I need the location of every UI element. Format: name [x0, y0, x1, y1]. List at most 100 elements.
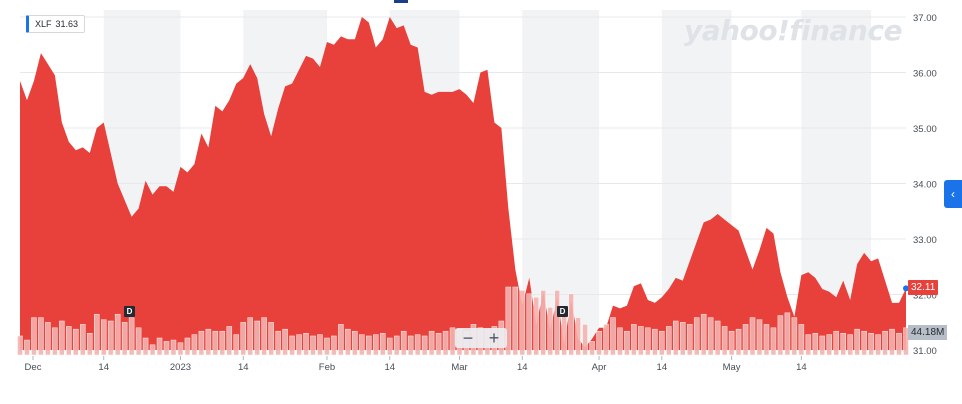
volume-bar [261, 317, 267, 356]
volume-bar [582, 324, 588, 356]
y-tick-label: 32.00 [913, 291, 937, 302]
volume-bar [875, 334, 881, 356]
range-marker [394, 0, 408, 3]
zoom-control: − + [455, 328, 507, 348]
volume-bar [296, 334, 302, 356]
volume-bar [686, 324, 693, 356]
volume-bar [847, 334, 853, 356]
volume-bar [840, 332, 846, 356]
volume-bar [659, 330, 665, 356]
volume-bar [407, 335, 414, 356]
volume-bar [114, 313, 121, 356]
volume-bar [896, 332, 902, 356]
volume-bar [198, 330, 205, 356]
x-tick-label: Dec [25, 362, 42, 373]
volume-bar [38, 317, 44, 356]
volume-bar [100, 319, 107, 356]
volume-bar [177, 342, 184, 356]
volume-bar [596, 330, 602, 356]
volume-bar [268, 322, 274, 356]
volume-bar [156, 337, 163, 356]
volume-bar [882, 330, 888, 356]
volume-bar [275, 330, 281, 356]
y-tick-label: 37.00 [913, 13, 937, 24]
volume-bar [826, 334, 833, 356]
volume-bar [533, 296, 540, 356]
volume-bar [721, 326, 728, 356]
volume-bar [805, 334, 812, 356]
zoom-out-button[interactable]: − [462, 328, 474, 348]
volume-bar [742, 324, 749, 356]
volume-bar [87, 332, 93, 356]
volume-bar [142, 337, 149, 356]
volume-bar [540, 290, 546, 356]
volume-bar [219, 330, 226, 356]
volume-bar [421, 335, 428, 356]
price-area [20, 17, 906, 350]
volume-bar [121, 322, 128, 356]
x-tick-label: 14 [238, 362, 249, 373]
volume-bar [59, 320, 65, 356]
volume-bar [435, 332, 442, 356]
volume-bar [31, 317, 37, 356]
x-tick-label: Feb [319, 362, 335, 373]
dividend-marker[interactable]: D [557, 306, 568, 317]
volume-bar [624, 330, 630, 356]
volume-bar [254, 320, 260, 356]
yahoo-finance-logo: yahoo!finance [684, 14, 902, 47]
x-tick-label: Mar [451, 362, 467, 373]
volume-bar [749, 317, 756, 356]
volume-bar [568, 293, 574, 356]
volume-bar [191, 334, 198, 356]
volume-bar [526, 293, 533, 356]
volume-bar [386, 337, 393, 356]
volume-bar [589, 341, 595, 356]
x-tick-label: 14 [796, 362, 807, 373]
volume-bar [93, 313, 100, 356]
volume-bar [575, 317, 581, 356]
legend-value: 31.63 [55, 19, 79, 29]
volume-bar [819, 335, 826, 356]
volume-bar [282, 328, 288, 356]
expand-panel-button[interactable]: ‹ [944, 180, 962, 208]
volume-bar [240, 322, 246, 356]
x-tick-label: 14 [98, 362, 109, 373]
volume-bar [617, 327, 623, 356]
volume-bar [184, 337, 191, 356]
volume-bar [317, 334, 323, 356]
volume-bar [310, 335, 316, 356]
volume-bar [247, 317, 253, 356]
volume-bar [770, 327, 777, 356]
volume-bar [610, 317, 616, 356]
volume-bar [380, 332, 386, 356]
volume-bar [728, 330, 735, 356]
zoom-in-button[interactable]: + [488, 328, 500, 348]
volume-bar [66, 326, 72, 356]
volume-bar [352, 330, 358, 356]
volume-bar [547, 307, 553, 356]
volume-bar [170, 339, 177, 356]
volume-bar [324, 337, 330, 356]
y-tick-label: 31.00 [913, 346, 937, 357]
volume-bar [519, 290, 526, 356]
volume-bar [512, 286, 519, 356]
legend-chip[interactable]: XLF 31.63 [26, 15, 86, 33]
x-tick-label: 14 [384, 362, 395, 373]
volume-bar [700, 313, 707, 356]
volume-bar [338, 324, 344, 356]
dividend-marker[interactable]: D [124, 306, 135, 317]
volume-bar [45, 322, 51, 356]
volume-bar [359, 334, 365, 356]
volume-bar [652, 328, 658, 356]
volume-bar [735, 328, 742, 356]
volume-bar [128, 317, 135, 356]
volume-bar [784, 312, 791, 356]
volume-bar [233, 334, 240, 356]
volume-bar [373, 334, 379, 356]
y-tick-label: 36.00 [913, 69, 937, 80]
volume-bar [561, 313, 567, 356]
volume-bar [707, 317, 714, 356]
volume-bar [812, 332, 819, 356]
volume-bar [673, 320, 679, 356]
volume-bar [868, 332, 874, 356]
